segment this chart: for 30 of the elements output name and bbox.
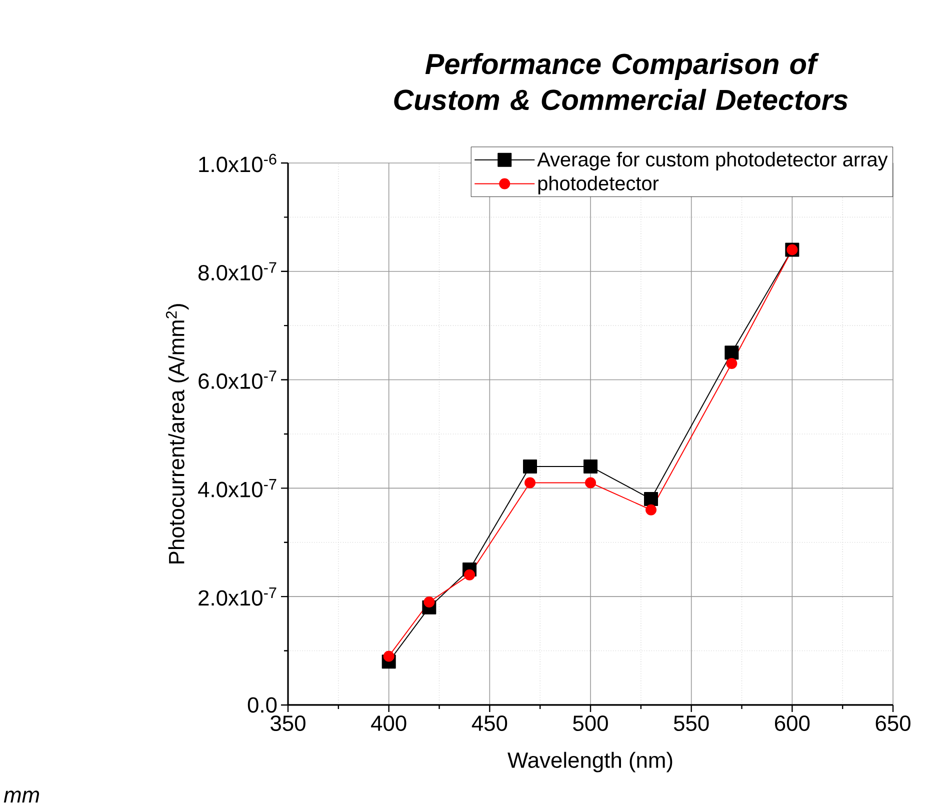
point [524,477,536,488]
point [726,358,738,370]
x-tick-label: 400 [371,715,406,732]
x-tick-label: 650 [876,715,910,732]
y-tick-label: 1.0x10$^{-6}$ [199,154,276,172]
point [646,504,657,516]
x-tick-label: 350 [270,715,306,732]
point [523,460,538,474]
point [644,492,658,506]
legend-label: Average for custom photodetector array [537,152,888,170]
point [424,596,435,608]
x-tick-label: 500 [573,715,608,732]
x-tick-label: 600 [775,715,810,732]
y-axis-title: Photocurrent/area (A/mm$^{2}$) [166,304,189,564]
chart-title: Performance Comparison of Custom & Commercial Detectors [394,53,848,110]
text: mm [4,790,40,802]
point [585,477,596,488]
point [464,569,476,580]
y-tick-label: 4.0x10$^{-7}$ [198,479,276,498]
point [724,346,739,360]
x-tick-label: 450 [472,715,508,732]
y-tick-label: 0.0 [248,697,277,713]
x-axis-title: Wavelength (nm) [508,752,672,772]
x-tick-label: 550 [674,715,709,732]
y-tick-label: 6.0x10$^{-7}$ [198,370,276,389]
point [584,460,598,474]
legend-label: photodetector [538,176,659,194]
y-tick-label: 8.0x10$^{-7}$ [198,262,276,281]
y-tick-label: 2.0x10$^{-7}$ [198,587,276,606]
point [383,650,394,662]
